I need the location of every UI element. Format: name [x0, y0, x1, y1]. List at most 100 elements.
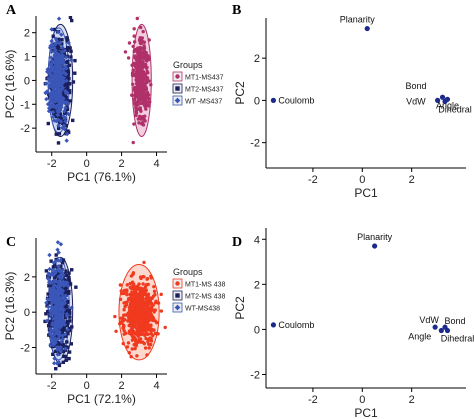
data-point [134, 378, 137, 381]
data-point [44, 300, 49, 305]
data-point [57, 47, 61, 51]
point-label: Angle [436, 100, 459, 110]
data-point [132, 40, 137, 44]
data-point [69, 55, 73, 59]
data-point [43, 90, 48, 96]
data-point [57, 312, 63, 318]
data-point [66, 278, 71, 283]
point-label: Dihedral [438, 104, 472, 114]
data-point [68, 16, 73, 20]
data-point [58, 242, 64, 247]
data-point [69, 342, 73, 346]
data-point [61, 296, 66, 302]
data-point [53, 297, 59, 302]
data-point [130, 309, 134, 313]
panel-d: D Planarity Coulomb VdW Bond Angle Dihedral -2 0… [232, 228, 474, 419]
data-point [67, 311, 72, 315]
data-point [50, 64, 55, 69]
point-label: VdW [419, 315, 439, 325]
data-point [130, 333, 134, 337]
data-point [135, 67, 139, 72]
data-point [45, 276, 50, 281]
data-point [56, 342, 61, 346]
data-point [133, 92, 138, 97]
data-point [48, 297, 54, 302]
y-tick-label: -1 [20, 99, 30, 111]
data-point [51, 48, 55, 53]
legend-label: WT-MS438 [185, 306, 220, 313]
data-point [135, 285, 139, 289]
data-point [145, 332, 150, 336]
data-point [131, 271, 136, 275]
data-point [155, 320, 159, 325]
y-axis-title: PC2 [233, 81, 247, 105]
data-point [57, 132, 62, 136]
data-point [53, 262, 57, 267]
data-point [52, 103, 57, 109]
data-point [142, 89, 146, 94]
data-point [56, 123, 61, 128]
data-point [50, 42, 55, 48]
data-point [60, 53, 66, 58]
data-point [48, 319, 53, 324]
data-point [61, 360, 66, 364]
data-point [139, 117, 143, 121]
legend-label: MT1-MS437 [185, 75, 224, 82]
data-point [129, 330, 133, 334]
data-point [125, 283, 129, 287]
data-point [58, 258, 63, 264]
data-point [132, 87, 136, 92]
data-point [65, 323, 69, 328]
data-point [55, 347, 60, 352]
data-point [56, 29, 61, 35]
data-point [59, 343, 63, 347]
data-point [144, 317, 148, 321]
data-point [60, 75, 65, 80]
data-point [149, 83, 153, 87]
data-point [134, 109, 138, 114]
data-point [48, 330, 53, 336]
data-point [125, 345, 130, 349]
data-point [57, 273, 63, 278]
data-point [130, 93, 134, 97]
data-point [57, 269, 63, 274]
data-point [53, 77, 58, 82]
data-point [143, 83, 147, 87]
data-point [163, 325, 167, 330]
data-point [59, 314, 65, 319]
data-point [132, 122, 136, 126]
data-point [135, 287, 139, 292]
data-point [153, 331, 158, 336]
data-point [139, 329, 144, 333]
data-point [59, 117, 63, 121]
data-point [46, 324, 51, 328]
data-point [49, 27, 54, 32]
data-point [65, 327, 70, 332]
data-point [147, 346, 151, 350]
data-point [46, 309, 50, 314]
panel-b: B Planarity Coulomb Bond Angle VdW Dihedral -2 0… [232, 3, 472, 200]
data-point [49, 38, 54, 44]
data-point [124, 331, 128, 335]
data-point [56, 87, 62, 92]
data-point [67, 350, 72, 354]
data-point [136, 315, 141, 319]
data-point [135, 58, 140, 63]
data-point [51, 34, 55, 38]
data-point [50, 300, 55, 305]
data-point [56, 250, 61, 255]
data-point [64, 124, 69, 128]
data-point [48, 312, 54, 318]
x-tick-label: -2 [308, 394, 318, 406]
data-point [145, 353, 149, 357]
x-axis-title: PC1 [354, 186, 378, 200]
data-point [65, 131, 70, 137]
data-point [50, 339, 55, 344]
data-point [139, 51, 143, 55]
data-point [61, 344, 66, 349]
plot-area [270, 243, 451, 334]
data-point [133, 95, 137, 99]
data-point [63, 90, 69, 96]
data-point [141, 310, 146, 315]
data-point [152, 284, 156, 289]
